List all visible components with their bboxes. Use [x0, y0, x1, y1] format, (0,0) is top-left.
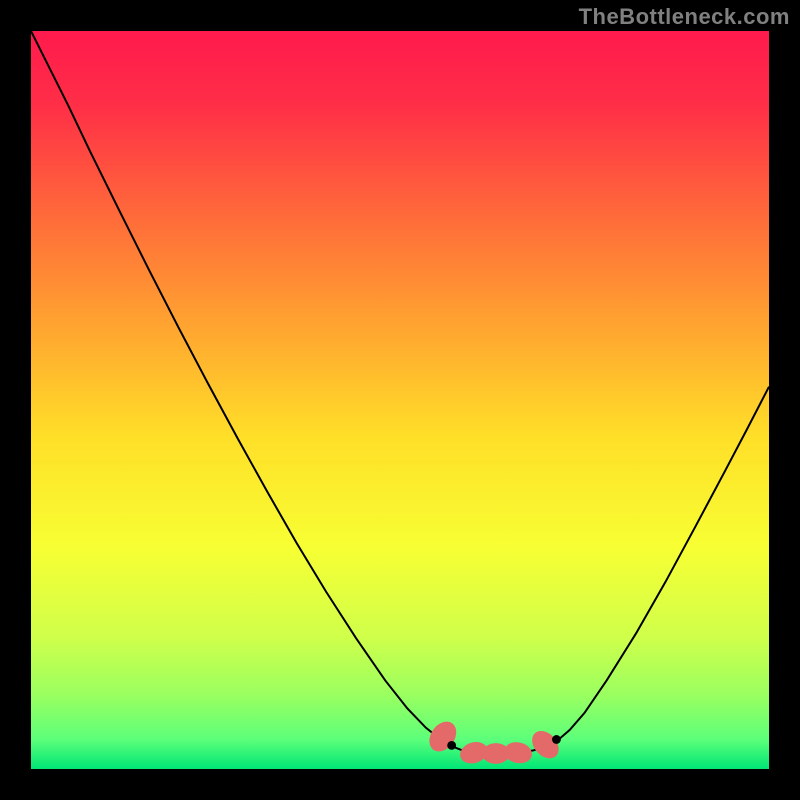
marker-dot-5 — [447, 741, 456, 750]
chart-overlay — [0, 0, 800, 800]
highlight-blob-3 — [502, 740, 534, 766]
bottleneck-curve — [31, 31, 769, 754]
highlight-blob-4 — [527, 726, 564, 764]
highlight-blob-0 — [424, 716, 462, 756]
chart-container: TheBottleneck.com — [0, 0, 800, 800]
marker-dot-6 — [552, 735, 561, 744]
watermark-text: TheBottleneck.com — [579, 4, 790, 30]
